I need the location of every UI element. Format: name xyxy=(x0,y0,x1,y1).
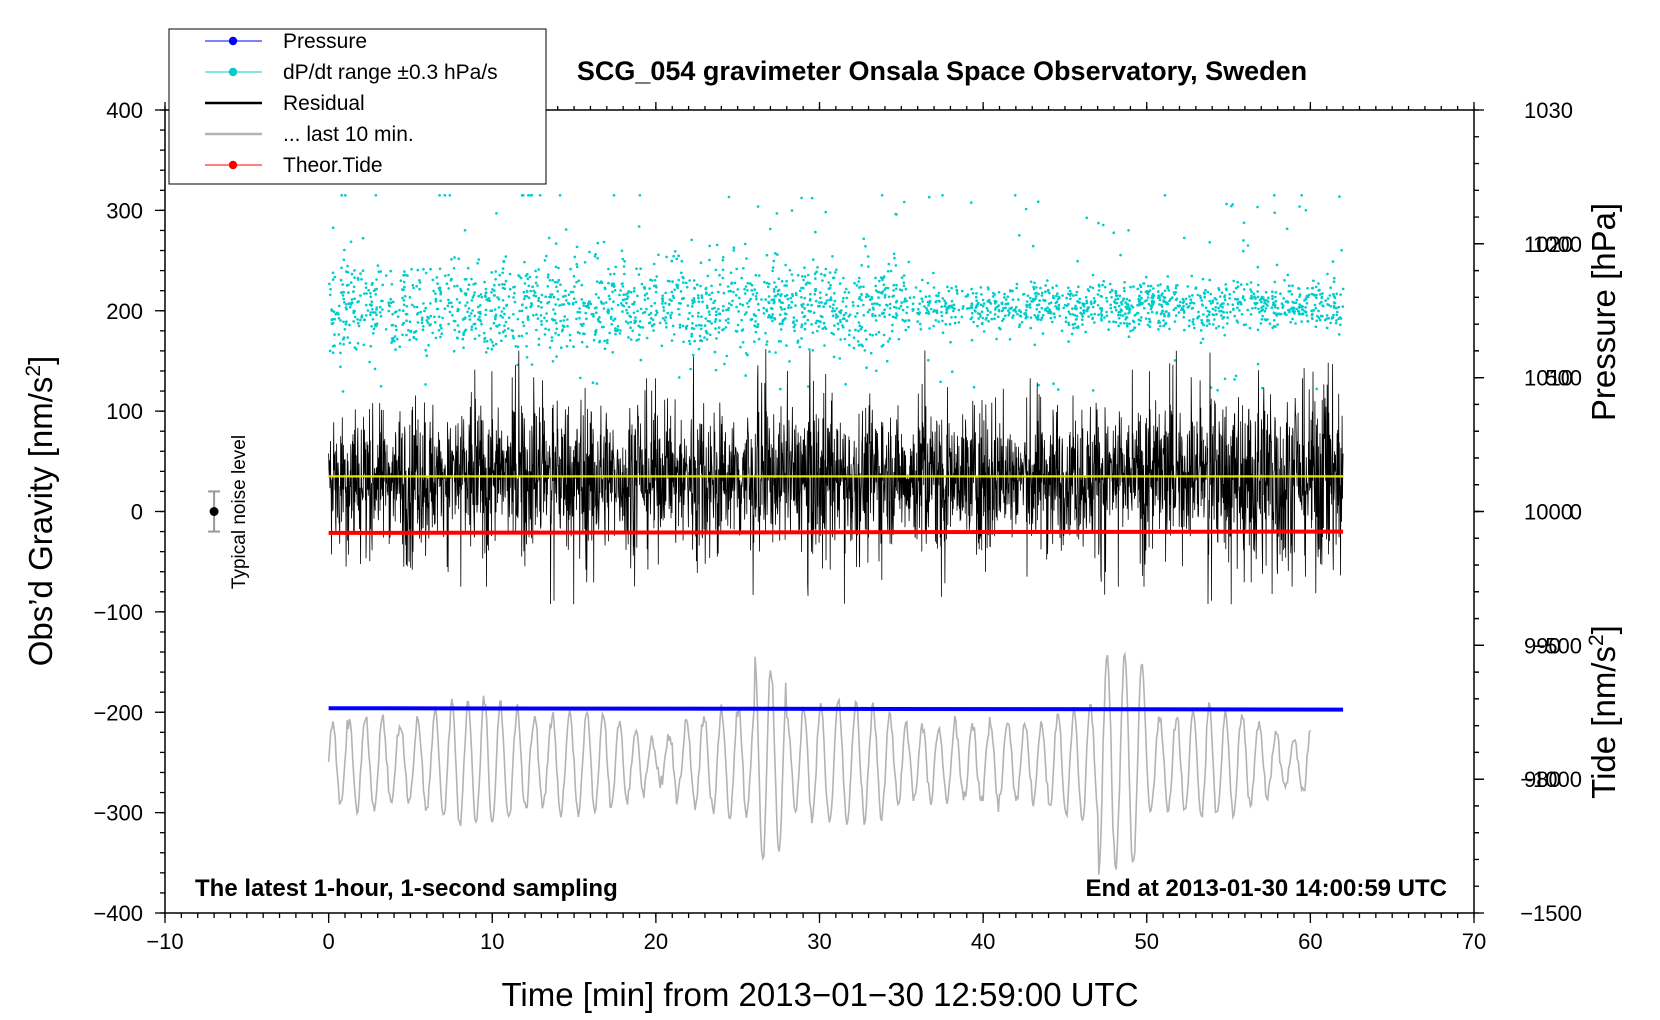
legend-swatch-dot xyxy=(228,67,238,77)
axis-ticks xyxy=(155,102,1484,923)
pressure-tick-label: 1030 xyxy=(1524,98,1573,123)
y-tick-label: 300 xyxy=(106,198,143,223)
y-tick-label: −400 xyxy=(93,901,143,926)
y-tick-label: −200 xyxy=(93,700,143,725)
pressure-axis-title: Pressure [hPa] xyxy=(1585,203,1622,421)
y-axis-title-text: Obs’d Gravity [nm/s xyxy=(22,377,59,667)
tide-tick-label: −1000 xyxy=(1520,767,1582,792)
y-axis-title-sup: 2 xyxy=(22,365,45,377)
tide-axis-title-sup: 2 xyxy=(1585,634,1608,646)
tide-tick-label: −500 xyxy=(1532,633,1582,658)
chart-title: SCG_054 gravimeter Onsala Space Observat… xyxy=(577,56,1307,86)
pressure-tick-label: 980 xyxy=(1524,767,1561,792)
dpdt-points xyxy=(328,194,1345,393)
residual-series xyxy=(328,349,1344,605)
x-tick-label: 0 xyxy=(323,929,335,954)
note-right: End at 2013-01-30 14:00:59 UTC xyxy=(1086,875,1448,902)
tide-axis-title-text: Tide [nm/s xyxy=(1585,646,1622,799)
x-tick-label: 30 xyxy=(807,929,831,954)
y-axis-title-end: ] xyxy=(22,356,59,365)
x-tick-label: 50 xyxy=(1135,929,1159,954)
legend-swatch-dot xyxy=(228,160,238,170)
dpdt-series xyxy=(328,194,1345,393)
noise-center-dot xyxy=(209,507,219,516)
pressure-tick-label: 1010 xyxy=(1524,366,1573,391)
y-axis-title: Obs’d Gravity [nm/s2] xyxy=(22,356,59,667)
legend-box xyxy=(168,28,547,185)
legend-label: dP/dt range ±0.3 hPa/s xyxy=(283,61,498,84)
noise-indicator xyxy=(208,490,221,533)
last10-series xyxy=(327,651,1312,875)
legend-label: Residual xyxy=(283,92,365,115)
legend: Pressure dP/dt range ±0.3 hPa/s Residual..… xyxy=(168,28,547,185)
tide-axis-title: Tide [nm/s2] xyxy=(1585,625,1622,799)
legend-label: Pressure xyxy=(283,30,367,53)
noise-label: Typical noise level xyxy=(229,435,250,589)
y-tick-label: 100 xyxy=(106,399,143,424)
pressure-line xyxy=(328,706,1344,712)
tide-line xyxy=(328,529,1344,535)
axis-tick-labels: −10 0 10 20 30 40 50 60 70−400−300−200−100010020… xyxy=(93,98,1582,954)
y-tick-label: 400 xyxy=(106,98,143,123)
x-tick-label: 70 xyxy=(1462,929,1486,954)
note-left: The latest 1-hour, 1-second sampling xyxy=(195,875,618,902)
y-tick-label: −300 xyxy=(93,801,143,826)
x-tick-label: 20 xyxy=(644,929,668,954)
residual-line xyxy=(328,349,1344,605)
y-tick-label: 200 xyxy=(106,299,143,324)
legend-label: ... last 10 min. xyxy=(283,123,414,146)
pressure-tick-label: 1000 xyxy=(1524,500,1573,525)
y-tick-label: −100 xyxy=(93,600,143,625)
x-tick-label: 60 xyxy=(1298,929,1322,954)
tide-tick-label: 500 xyxy=(1545,366,1582,391)
pressure-tick-label: 1020 xyxy=(1524,232,1573,257)
line-series xyxy=(328,475,1344,712)
x-tick-label: −10 xyxy=(146,929,183,954)
tide-tick-label: 0 xyxy=(1570,500,1582,525)
legend-swatch-dot xyxy=(228,36,238,46)
tide-tick-label: −1500 xyxy=(1520,901,1582,926)
x-tick-label: 40 xyxy=(971,929,995,954)
tide-tick-label: 1000 xyxy=(1533,232,1582,257)
pressure-tick-label: 990 xyxy=(1524,633,1561,658)
x-tick-label: 10 xyxy=(480,929,504,954)
x-axis-title: Time [min] from 2013−01−30 12:59:00 UTC xyxy=(501,976,1138,1013)
legend-label: Theor.Tide xyxy=(283,154,383,177)
y-tick-label: 0 xyxy=(131,500,143,525)
last10-line xyxy=(327,651,1312,875)
tide-axis-title-end: ] xyxy=(1585,625,1622,634)
